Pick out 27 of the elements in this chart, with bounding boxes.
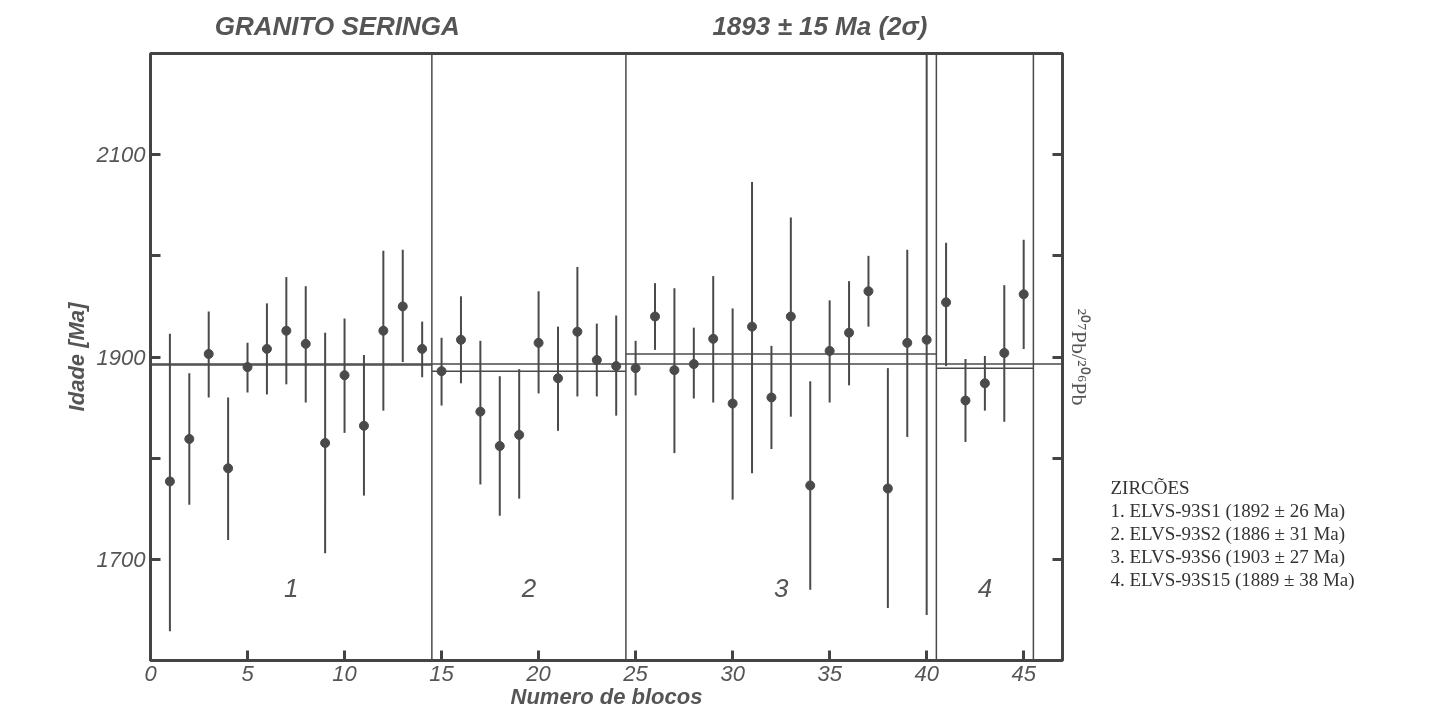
chart-subtitle: 1893 ± 15 Ma (2σ)	[712, 11, 928, 41]
x-tick-label: 5	[241, 660, 255, 686]
text: ZIRCÕES	[1110, 477, 1190, 498]
annotation: 1	[283, 572, 299, 603]
x-tick-label: 20	[525, 660, 552, 686]
text: 4. ELVS-93S15 (1889 ± 38 Ma)	[1110, 569, 1355, 591]
y-axis-title: Idade [Ma]	[63, 301, 89, 412]
annotation: 2	[520, 572, 537, 603]
annotation: 3	[773, 572, 789, 603]
y-tick-label: 1700	[96, 546, 147, 572]
x-tick-label: 0	[144, 660, 158, 686]
y-tick-label: 2100	[95, 142, 147, 168]
chart-title: GRANITO SERINGA	[214, 11, 460, 41]
text: 2. ELVS-93S2 (1886 ± 31 Ma)	[1110, 523, 1346, 545]
y-tick-label: 1900	[96, 344, 147, 370]
y2-axis-title: ²⁰⁷Pb/²⁰⁶Pb	[1066, 308, 1092, 406]
text: 1. ELVS-93S1 (1892 ± 26 Ma)	[1110, 500, 1346, 522]
x-axis-title: Numero de blocos	[510, 683, 703, 709]
x-tick-label: 30	[720, 660, 746, 686]
x-tick-label: 40	[914, 660, 940, 686]
x-tick-label: 15	[429, 660, 455, 686]
x-tick-label: 10	[332, 660, 358, 686]
x-tick-label: 35	[817, 660, 843, 686]
x-tick-label: 45	[1011, 660, 1037, 686]
text: 3. ELVS-93S6 (1903 ± 27 Ma)	[1110, 546, 1346, 568]
x-tick-label: 25	[622, 660, 649, 686]
annotation: 4	[977, 572, 993, 603]
